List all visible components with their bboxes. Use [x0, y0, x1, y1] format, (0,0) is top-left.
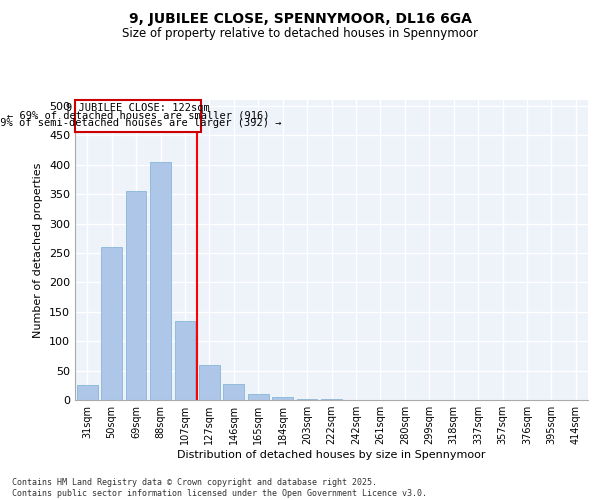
Bar: [248, 394, 269, 400]
Text: 9 JUBILEE CLOSE: 122sqm: 9 JUBILEE CLOSE: 122sqm: [66, 103, 210, 113]
Bar: [223, 384, 244, 400]
FancyBboxPatch shape: [75, 100, 201, 132]
Bar: [175, 320, 196, 400]
Bar: [125, 191, 146, 400]
Bar: [199, 364, 220, 400]
Bar: [150, 162, 171, 400]
Text: ← 69% of detached houses are smaller (916): ← 69% of detached houses are smaller (91…: [7, 110, 269, 120]
Bar: [296, 399, 317, 400]
Y-axis label: Number of detached properties: Number of detached properties: [34, 162, 43, 338]
Text: Contains HM Land Registry data © Crown copyright and database right 2025.
Contai: Contains HM Land Registry data © Crown c…: [12, 478, 427, 498]
Bar: [77, 386, 98, 400]
Bar: [272, 397, 293, 400]
Text: 9, JUBILEE CLOSE, SPENNYMOOR, DL16 6GA: 9, JUBILEE CLOSE, SPENNYMOOR, DL16 6GA: [128, 12, 472, 26]
Text: Size of property relative to detached houses in Spennymoor: Size of property relative to detached ho…: [122, 28, 478, 40]
Bar: [101, 247, 122, 400]
Text: 29% of semi-detached houses are larger (392) →: 29% of semi-detached houses are larger (…: [0, 118, 281, 128]
X-axis label: Distribution of detached houses by size in Spennymoor: Distribution of detached houses by size …: [177, 450, 486, 460]
